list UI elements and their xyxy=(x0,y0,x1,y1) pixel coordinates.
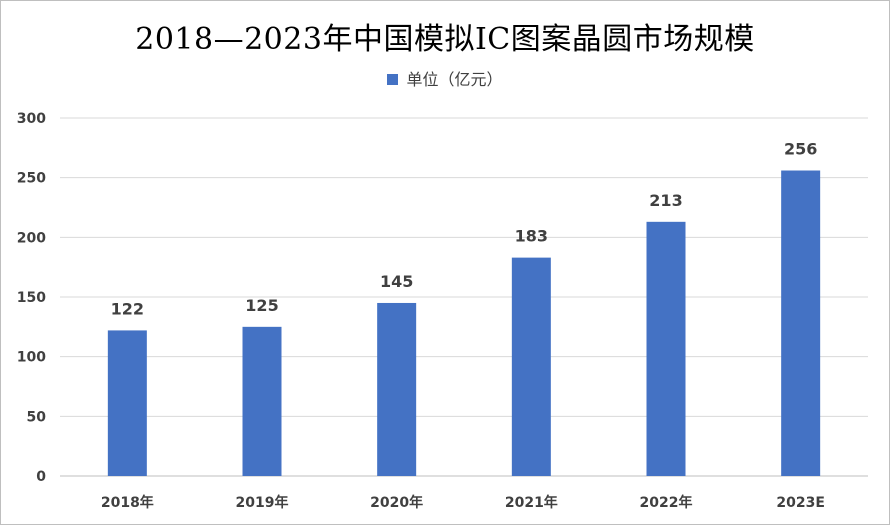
x-tick-label: 2019年 xyxy=(236,494,289,511)
y-tick-label: 200 xyxy=(17,230,46,246)
y-tick-label: 150 xyxy=(17,290,46,306)
y-tick-label: 50 xyxy=(27,409,47,425)
data-label: 125 xyxy=(245,296,278,315)
chart-legend: 单位（亿元） xyxy=(0,66,890,90)
bar xyxy=(511,257,551,476)
y-tick-label: 0 xyxy=(36,469,46,485)
x-tick-label: 2022年 xyxy=(640,494,693,511)
y-tick-label: 250 xyxy=(17,171,46,187)
data-label: 213 xyxy=(649,191,682,210)
bar xyxy=(781,170,821,477)
bar xyxy=(377,302,417,476)
data-label: 122 xyxy=(111,299,144,318)
bar xyxy=(242,326,282,476)
legend-label: 单位（亿元） xyxy=(406,70,503,89)
x-tick-label: 2020年 xyxy=(370,494,423,511)
data-label: 145 xyxy=(380,272,413,291)
legend-swatch xyxy=(387,74,399,85)
x-tick-label: 2018年 xyxy=(101,494,154,511)
y-tick-label: 100 xyxy=(17,350,46,366)
bar xyxy=(107,330,147,476)
bar xyxy=(646,221,686,476)
x-tick-label: 2021年 xyxy=(505,494,558,511)
chart-title: 2018—2023年中国模拟IC图案晶圆市场规模 xyxy=(135,22,755,57)
x-tick-label: 2023E xyxy=(776,495,825,511)
y-tick-label: 300 xyxy=(17,111,46,127)
data-label: 256 xyxy=(784,140,817,159)
data-label: 183 xyxy=(515,227,548,246)
